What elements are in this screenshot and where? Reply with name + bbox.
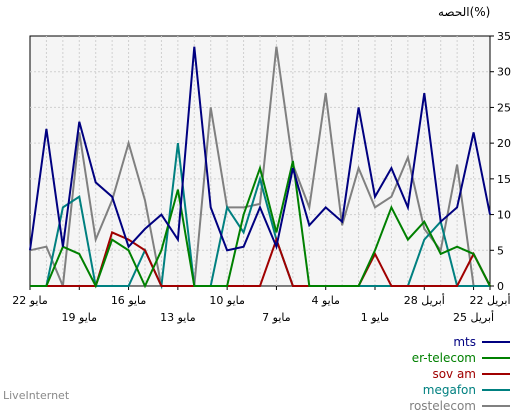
series-line-mts xyxy=(29,46,491,252)
series-line-sov-am xyxy=(30,231,491,287)
y-tick-label: 25 xyxy=(497,101,511,114)
legend-item: mts xyxy=(409,334,510,350)
legend-item: er-telecom xyxy=(409,350,510,366)
x-tick-label: 22 أبريل xyxy=(469,293,510,307)
legend-item: megafon xyxy=(409,382,510,398)
y-tick-label: 5 xyxy=(497,244,504,257)
legend-item: rostelecom xyxy=(409,398,510,414)
x-tick-label: 1 مايو xyxy=(361,311,390,324)
legend-label: mts xyxy=(453,335,476,349)
legend-label: sov am xyxy=(432,367,476,381)
legend-swatch xyxy=(482,389,510,391)
y-axis: 0 5 10 15 20 25 30 35 xyxy=(490,30,511,293)
x-tick-label: 13 مايو xyxy=(160,311,196,324)
y-tick-label: 15 xyxy=(497,173,511,186)
legend-label: er-telecom xyxy=(411,351,476,365)
y-tick-label: 20 xyxy=(497,137,511,150)
legend-swatch xyxy=(482,341,510,343)
series-line-er-telecom xyxy=(30,160,491,289)
x-tick-label: 16 مايو xyxy=(111,294,147,307)
legend-item: sov am xyxy=(409,366,510,382)
y-tick-label: 35 xyxy=(497,30,511,43)
legend: mts er-telecom sov am megafon rostelecom xyxy=(409,334,510,414)
x-tick-label: 7 مايو xyxy=(262,311,291,324)
chart: 0 5 10 15 20 25 30 35 22 مايو 16 مايو 10 مايو 4 ما… xyxy=(12,30,511,324)
y-tick-label: 0 xyxy=(497,280,504,293)
x-tick-label: 22 مايو xyxy=(12,294,48,307)
legend-swatch xyxy=(482,405,510,407)
y-tick-label: 10 xyxy=(497,209,511,222)
series-line-megafon xyxy=(30,142,490,290)
watermark: LiveInternet xyxy=(3,389,70,402)
y-tick-label: 30 xyxy=(497,66,511,79)
x-tick-label: 25 أبريل xyxy=(453,310,494,324)
x-axis: 22 مايو 16 مايو 10 مايو 4 مايو 28 أبريل 22 أب… xyxy=(12,286,511,324)
x-tick-label: 19 مايو xyxy=(62,311,98,324)
x-tick-label: 28 أبريل xyxy=(404,293,445,307)
series-lines xyxy=(29,46,491,290)
y-axis-label: الحصه(%) xyxy=(438,5,491,19)
legend-label: rostelecom xyxy=(409,399,476,413)
legend-label: megafon xyxy=(422,383,476,397)
legend-swatch xyxy=(482,357,510,359)
x-tick-label: 4 مايو xyxy=(311,294,340,307)
legend-swatch xyxy=(482,373,510,375)
x-tick-label: 10 مايو xyxy=(209,294,245,307)
